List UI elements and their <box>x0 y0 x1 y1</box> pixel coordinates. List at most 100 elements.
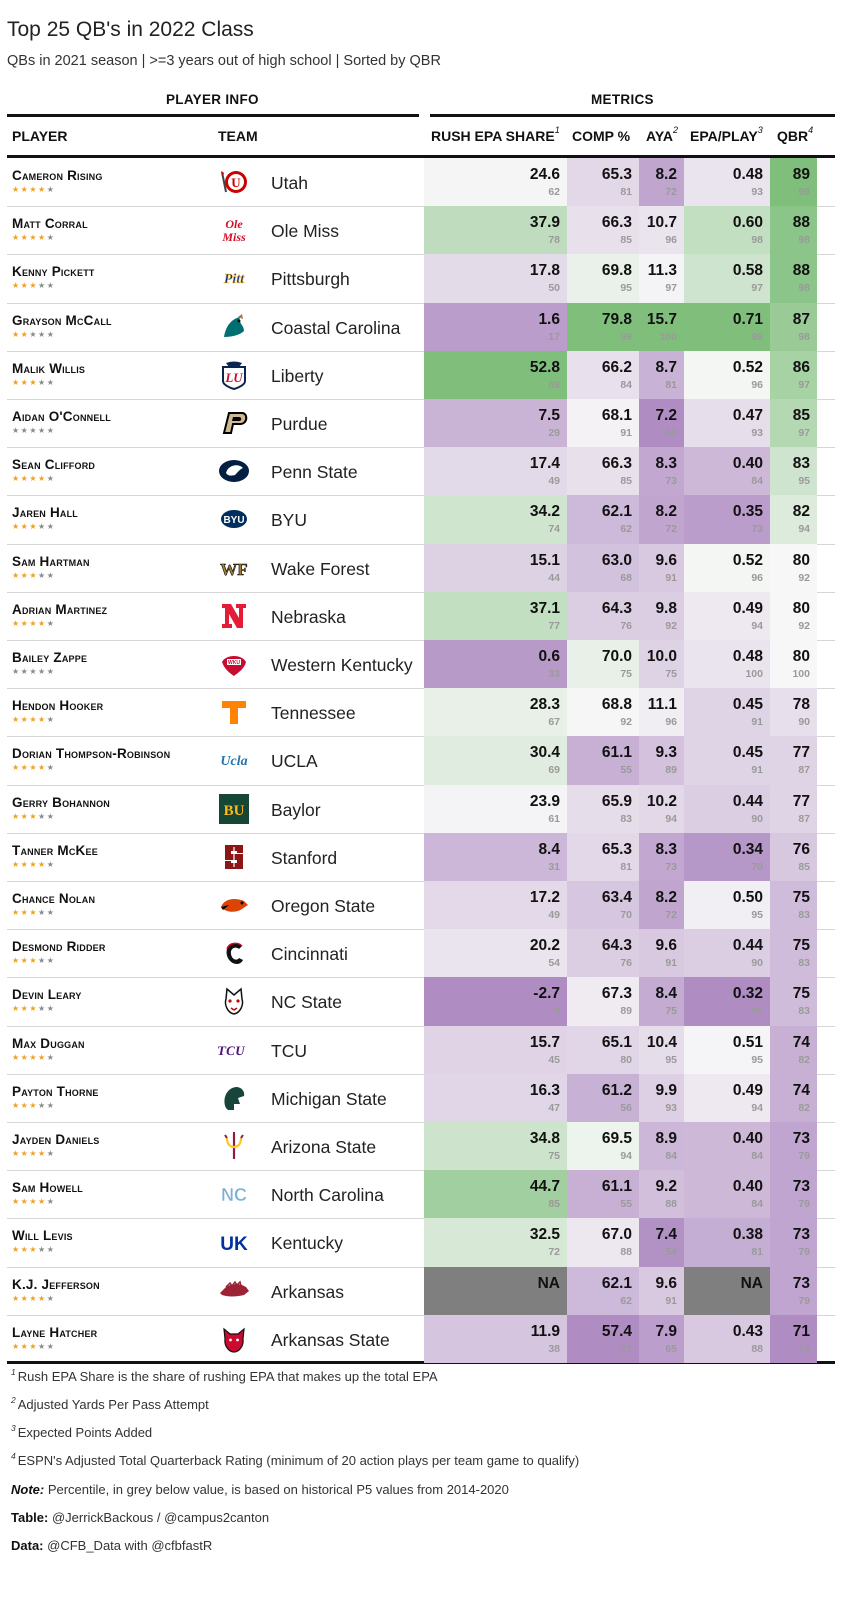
value-comp-pct: 69.5 <box>601 1130 632 1147</box>
player-name: Jayden Daniels <box>12 1132 100 1147</box>
cell-aya: 10.4 95 <box>639 1025 684 1074</box>
star-icon: ★ <box>12 185 21 194</box>
star-icon: ★ <box>12 1293 21 1303</box>
svg-text:UK: UK <box>220 1234 248 1255</box>
percentile-qbr: 83 <box>798 1005 810 1018</box>
wku-towel-logo: WKU <box>218 648 250 680</box>
cell-comp-pct: 65.9 83 <box>567 784 639 833</box>
cell-rush-epa-share: 44.7 85 <box>424 1170 567 1219</box>
cell-aya: 7.4 54 <box>639 1218 684 1267</box>
cell-epa-play: 0.44 90 <box>684 784 770 833</box>
team-name: Nebraska <box>271 606 346 627</box>
percentile-epa-play: 90 <box>751 812 763 825</box>
cell-comp-pct: 65.3 81 <box>567 832 639 881</box>
table-row: Payton Thorne ★★★★★ Michigan State 16.3 47 61… <box>7 1073 835 1123</box>
recruit-star-rating: ★★★★★ <box>12 1294 55 1303</box>
cell-aya: 9.6 91 <box>639 929 684 978</box>
percentile-rush-epa-share: 61 <box>548 812 560 825</box>
star-icon: ★ <box>20 1149 30 1158</box>
cell-qbr: 74 82 <box>770 1073 817 1122</box>
value-qbr: 78 <box>792 696 810 714</box>
cell-rush-epa-share: 15.7 45 <box>424 1025 567 1074</box>
table-row: Malik Willis ★★★★★ LU Liberty 52.8 89 66.2 84 8.… <box>7 350 835 400</box>
value-comp-pct: 65.1 <box>601 1033 632 1051</box>
value-rush-epa-share: 37.9 <box>529 214 560 232</box>
star-icon: ★ <box>20 956 30 966</box>
recruit-star-rating: ★★★★★ <box>12 1149 55 1158</box>
credit-table: Table: @JerrickBackous / @campus2canton <box>11 1510 270 1525</box>
cell-aya: 10.7 96 <box>639 206 684 255</box>
recruit-star-rating: ★★★★★ <box>12 1342 55 1351</box>
percentile-qbr: 85 <box>798 860 810 873</box>
percentile-aya: 72 <box>665 523 677 536</box>
star-icon: ★ <box>29 908 39 917</box>
cell-rush-epa-share: 20.2 54 <box>424 929 567 978</box>
value-epa-play: 0.49 <box>732 599 763 617</box>
cell-qbr: 73 79 <box>770 1170 817 1219</box>
player-name: Adrian Martinez <box>12 601 108 617</box>
percentile-epa-play: 70 <box>751 860 763 873</box>
star-icon: ★ <box>46 1341 56 1351</box>
value-qbr: 74 <box>792 1081 810 1099</box>
value-qbr: 73 <box>792 1226 810 1244</box>
value-qbr: 75 <box>792 889 810 906</box>
percentile-rush-epa-share: 49 <box>548 475 560 488</box>
cell-epa-play: 0.40 84 <box>684 1122 770 1171</box>
value-rush-epa-share: 1.6 <box>538 310 560 328</box>
cell-epa-play: 0.40 84 <box>684 1170 770 1219</box>
value-rush-epa-share: -2.7 <box>533 985 560 1003</box>
percentile-aya: 50 <box>665 427 677 439</box>
table-row: Will Levis ★★★★★ UK Kentucky 32.5 72 67.0 88 7.4… <box>7 1218 835 1268</box>
star-icon: ★ <box>38 715 47 725</box>
byu-oval-logo: BYU <box>218 503 250 535</box>
table-row: Sam Howell ★★★★★ NC North Carolina 44.7 85 61.… <box>7 1170 835 1220</box>
cell-comp-pct: 70.0 75 <box>567 640 639 689</box>
percentile-aya: 75 <box>665 668 677 680</box>
cell-epa-play: 0.48 93 <box>684 158 770 207</box>
star-icon: ★ <box>46 1100 56 1110</box>
percentile-aya: 54 <box>665 1246 677 1259</box>
star-icon: ★ <box>20 1245 30 1255</box>
cell-epa-play: 0.47 93 <box>684 399 770 448</box>
value-epa-play: 0.44 <box>732 792 763 810</box>
percentile-comp-pct: 76 <box>620 957 632 970</box>
cell-comp-pct: 66.2 84 <box>567 350 639 399</box>
value-aya: 8.7 <box>655 358 677 376</box>
value-comp-pct: 63.0 <box>601 551 632 569</box>
svg-text:Ole: Ole <box>225 217 243 231</box>
value-comp-pct: 69.8 <box>601 262 632 280</box>
value-aya: 9.8 <box>655 599 677 617</box>
percentile-comp-pct: 95 <box>620 282 632 295</box>
star-icon: ★ <box>29 1149 39 1158</box>
percentile-epa-play: 98 <box>751 234 763 247</box>
star-icon: ★ <box>12 859 21 869</box>
percentile-epa-play: 93 <box>751 427 763 439</box>
kentucky-uk-logo: UK <box>218 1226 250 1258</box>
star-icon: ★ <box>29 329 39 339</box>
star-icon: ★ <box>38 763 47 773</box>
footnote-2: 2 Adjusted Yards Per Pass Attempt <box>11 1395 209 1412</box>
table-row: Hendon Hooker ★★★★★ Tennessee 28.3 67 68.8 92 1… <box>7 688 835 738</box>
cell-epa-play: 0.43 88 <box>684 1314 770 1363</box>
percentile-aya: 91 <box>665 1294 677 1307</box>
group-rule-player-info <box>7 114 419 117</box>
table-row: Jayden Daniels ★★★★★ Arizona State 34.8 75 69… <box>7 1122 835 1172</box>
value-epa-play: 0.49 <box>732 1081 763 1099</box>
ole-miss-script-logo: Ole Miss <box>218 214 250 246</box>
razorback-logo <box>218 1275 250 1307</box>
player-name: Dorian Thompson-Robinson <box>12 746 171 762</box>
percentile-qbr: 79 <box>798 1150 810 1162</box>
cell-aya: 9.9 93 <box>639 1073 684 1122</box>
value-comp-pct: 62.1 <box>601 1274 632 1292</box>
percentile-rush-epa-share: 31 <box>548 860 560 873</box>
recruit-star-rating: ★★★★★ <box>12 378 55 387</box>
value-comp-pct: 65.3 <box>601 166 632 183</box>
value-qbr: 73 <box>792 1130 810 1147</box>
recruit-star-rating: ★★★★★ <box>12 619 55 628</box>
cell-qbr: 71 75 <box>770 1314 817 1363</box>
value-comp-pct: 67.0 <box>601 1226 632 1244</box>
cell-rush-epa-share: 37.1 77 <box>424 591 567 640</box>
cell-aya: 9.6 91 <box>639 1266 684 1315</box>
star-icon: ★ <box>20 233 30 243</box>
star-icon: ★ <box>20 474 30 484</box>
